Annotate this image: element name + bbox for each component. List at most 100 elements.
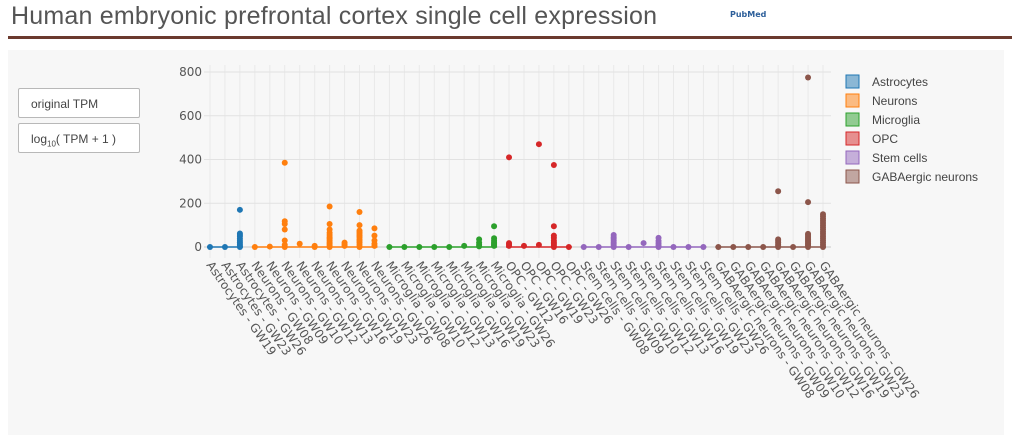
y-tick-label: 200 [179,196,202,210]
data-point[interactable] [326,221,333,228]
data-point[interactable] [431,244,438,250]
legend: Astrocytes Neurons Microglia OPC Stem cells G… [845,74,978,184]
data-point[interactable] [461,242,468,249]
data-point[interactable] [685,244,692,250]
data-point[interactable] [371,237,378,244]
data-point[interactable] [356,209,363,215]
log-suffix: ( TPM + 1 ) [55,132,117,146]
data-point[interactable] [700,244,707,250]
data-point[interactable] [640,240,647,247]
data-point[interactable] [281,226,288,233]
data-point[interactable] [251,244,258,250]
data-point[interactable] [775,188,782,195]
data-point[interactable] [236,206,243,213]
data-point[interactable] [401,244,408,250]
data-point[interactable] [266,243,273,250]
legend-swatch [845,131,860,146]
data-point[interactable] [236,230,243,237]
data-point[interactable] [491,235,498,242]
data-point[interactable] [311,242,318,249]
legend-label: Stem cells [872,151,927,165]
data-point[interactable] [580,244,587,250]
series-opc [506,141,572,250]
data-point[interactable] [805,199,812,206]
data-point[interactable] [281,241,288,248]
data-point[interactable] [356,222,363,229]
y-tick-label: 400 [179,153,202,167]
data-point[interactable] [550,232,557,239]
data-point[interactable] [491,223,498,230]
legend-item[interactable]: OPC [845,131,898,146]
data-point[interactable] [805,230,812,237]
data-point[interactable] [535,141,542,148]
data-point[interactable] [371,232,378,239]
data-point[interactable] [550,223,557,230]
legend-swatch [845,93,860,108]
series-microglia [386,223,498,250]
data-point[interactable] [625,244,632,250]
legend-label: Astrocytes [872,75,928,89]
legend-item[interactable]: Stem cells [845,150,927,165]
y-tick-label: 0 [194,240,202,254]
y-tick-label: 800 [179,65,202,79]
legend-item[interactable]: GABAergic neurons [845,169,978,184]
data-point[interactable] [371,225,378,232]
legend-item[interactable]: Microglia [845,112,920,127]
original-tpm-label: original TPM [31,97,99,111]
data-point[interactable] [790,244,797,250]
data-point[interactable] [341,239,348,246]
legend-swatch [845,150,860,165]
legend-item[interactable]: Neurons [845,93,917,108]
data-point[interactable] [805,74,812,81]
legend-label: Neurons [872,94,917,108]
data-point[interactable] [820,211,826,218]
y-axis: 0 200 400 600 800 [179,65,202,254]
data-point[interactable] [476,236,483,243]
original-tpm-button[interactable]: original TPM [18,88,140,118]
data-points [207,74,826,250]
data-point[interactable] [326,203,333,210]
data-point[interactable] [296,240,303,247]
page-title: Human embryonic prefrontal cortex single… [11,2,658,30]
data-point[interactable] [610,231,617,238]
data-point[interactable] [416,244,423,250]
data-point[interactable] [670,244,677,250]
data-point[interactable] [356,227,363,234]
legend-label: GABAergic neurons [872,170,978,184]
data-point[interactable] [326,226,333,233]
series-gabaergic-neurons [715,74,826,250]
data-point[interactable] [207,244,213,250]
data-point[interactable] [535,241,542,248]
data-point[interactable] [550,161,557,168]
data-point[interactable] [520,242,527,249]
data-point[interactable] [745,244,752,250]
log-tpm-button[interactable]: log10( TPM + 1 ) [18,123,140,153]
legend-label: Microglia [872,113,920,127]
data-point[interactable] [386,244,393,250]
grid-lines [204,65,831,258]
data-point[interactable] [506,154,513,161]
legend-label: OPC [872,132,898,146]
data-point[interactable] [715,244,722,250]
data-point[interactable] [760,244,767,250]
log-base: 10 [47,139,56,149]
pubmed-logo-link[interactable]: PubMed [730,10,767,19]
legend-swatch [845,169,860,184]
data-point[interactable] [281,159,288,166]
log-prefix: log [31,132,48,146]
data-point[interactable] [281,237,288,244]
data-point[interactable] [565,244,572,250]
data-point[interactable] [446,244,453,250]
data-point[interactable] [730,244,737,250]
data-point[interactable] [506,240,513,247]
legend-swatch [845,112,860,127]
data-point[interactable] [281,218,288,225]
legend-item[interactable]: Astrocytes [845,74,928,89]
data-point[interactable] [221,244,228,250]
data-point[interactable] [595,244,602,250]
data-point[interactable] [655,234,662,241]
series-neurons [251,159,378,250]
data-point[interactable] [775,236,782,243]
